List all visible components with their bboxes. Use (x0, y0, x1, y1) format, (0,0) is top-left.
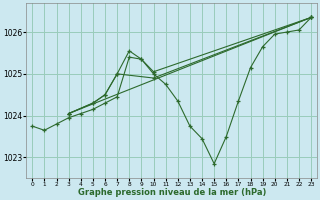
X-axis label: Graphe pression niveau de la mer (hPa): Graphe pression niveau de la mer (hPa) (77, 188, 266, 197)
